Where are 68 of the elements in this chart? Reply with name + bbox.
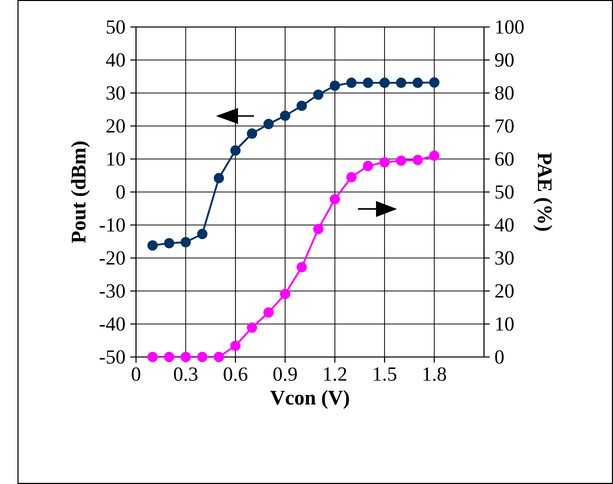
y-tick-label: 0 [116, 185, 125, 199]
point [346, 78, 357, 88]
point [296, 262, 307, 272]
point [330, 194, 340, 204]
point [379, 157, 390, 168]
point [280, 110, 290, 121]
x-tick-label: 0.3 [174, 367, 198, 381]
point [214, 352, 224, 362]
point [246, 128, 258, 139]
y-tick-label: 10 [107, 152, 125, 166]
point [379, 78, 390, 88]
y-tick-label: -10 [100, 218, 125, 232]
y2-tick-label: 80 [495, 86, 514, 100]
point [246, 322, 258, 333]
y2-tick-label: 0 [495, 350, 504, 364]
point [147, 352, 158, 362]
point [412, 78, 423, 88]
point [263, 307, 274, 318]
point [346, 172, 357, 182]
y-tick-label: -30 [100, 284, 125, 298]
point [313, 89, 324, 100]
y2-axis-title: PAE (%) [534, 152, 552, 231]
point [164, 238, 174, 248]
point [412, 154, 423, 166]
y2-tick-label: 30 [495, 251, 514, 265]
point [180, 352, 191, 362]
x-tick-label: 0.6 [224, 367, 248, 381]
point [230, 145, 241, 156]
point [214, 172, 224, 184]
point [429, 150, 440, 161]
y-axis-title: Pout (dBm) [71, 142, 90, 244]
x-tick-label: 0.9 [273, 367, 297, 381]
point [330, 80, 340, 91]
point [180, 236, 191, 248]
x-tick-label: 0 [132, 367, 140, 381]
point [147, 240, 158, 251]
point [280, 288, 290, 300]
y-tick-label: 30 [106, 86, 125, 100]
y2-tick-label: 90 [495, 53, 514, 67]
point [362, 78, 374, 88]
x-tick-label: 1.2 [324, 367, 346, 381]
point [296, 100, 307, 112]
point [230, 340, 241, 351]
y2-tick-label: 50 [496, 185, 514, 199]
y-tick-label: 20 [106, 119, 125, 133]
y-tick-label: -50 [100, 350, 125, 364]
y2-tick-label: 60 [495, 152, 514, 166]
y-tick-label: 40 [106, 53, 125, 67]
y2-tick-label: 20 [495, 284, 514, 298]
point [429, 77, 440, 88]
y2-tick-label: 100 [496, 20, 524, 34]
x-axis-title: Vcon (V) [270, 390, 349, 409]
y-tick-label: -40 [100, 317, 125, 331]
point [197, 228, 208, 240]
x-tick-label: 1.5 [374, 367, 396, 381]
point [313, 224, 324, 234]
point [396, 155, 406, 166]
point [263, 118, 274, 130]
y2-tick-label: 10 [496, 317, 514, 331]
point [396, 78, 406, 88]
y-tick-label: 50 [106, 20, 125, 34]
x-tick-label: 1.8 [424, 367, 446, 381]
y2-tick-label: 70 [496, 119, 514, 133]
point [362, 160, 374, 172]
y-tick-label: -20 [100, 251, 125, 265]
point [197, 352, 208, 362]
y2-tick-label: 40 [494, 218, 514, 232]
point [164, 352, 174, 362]
